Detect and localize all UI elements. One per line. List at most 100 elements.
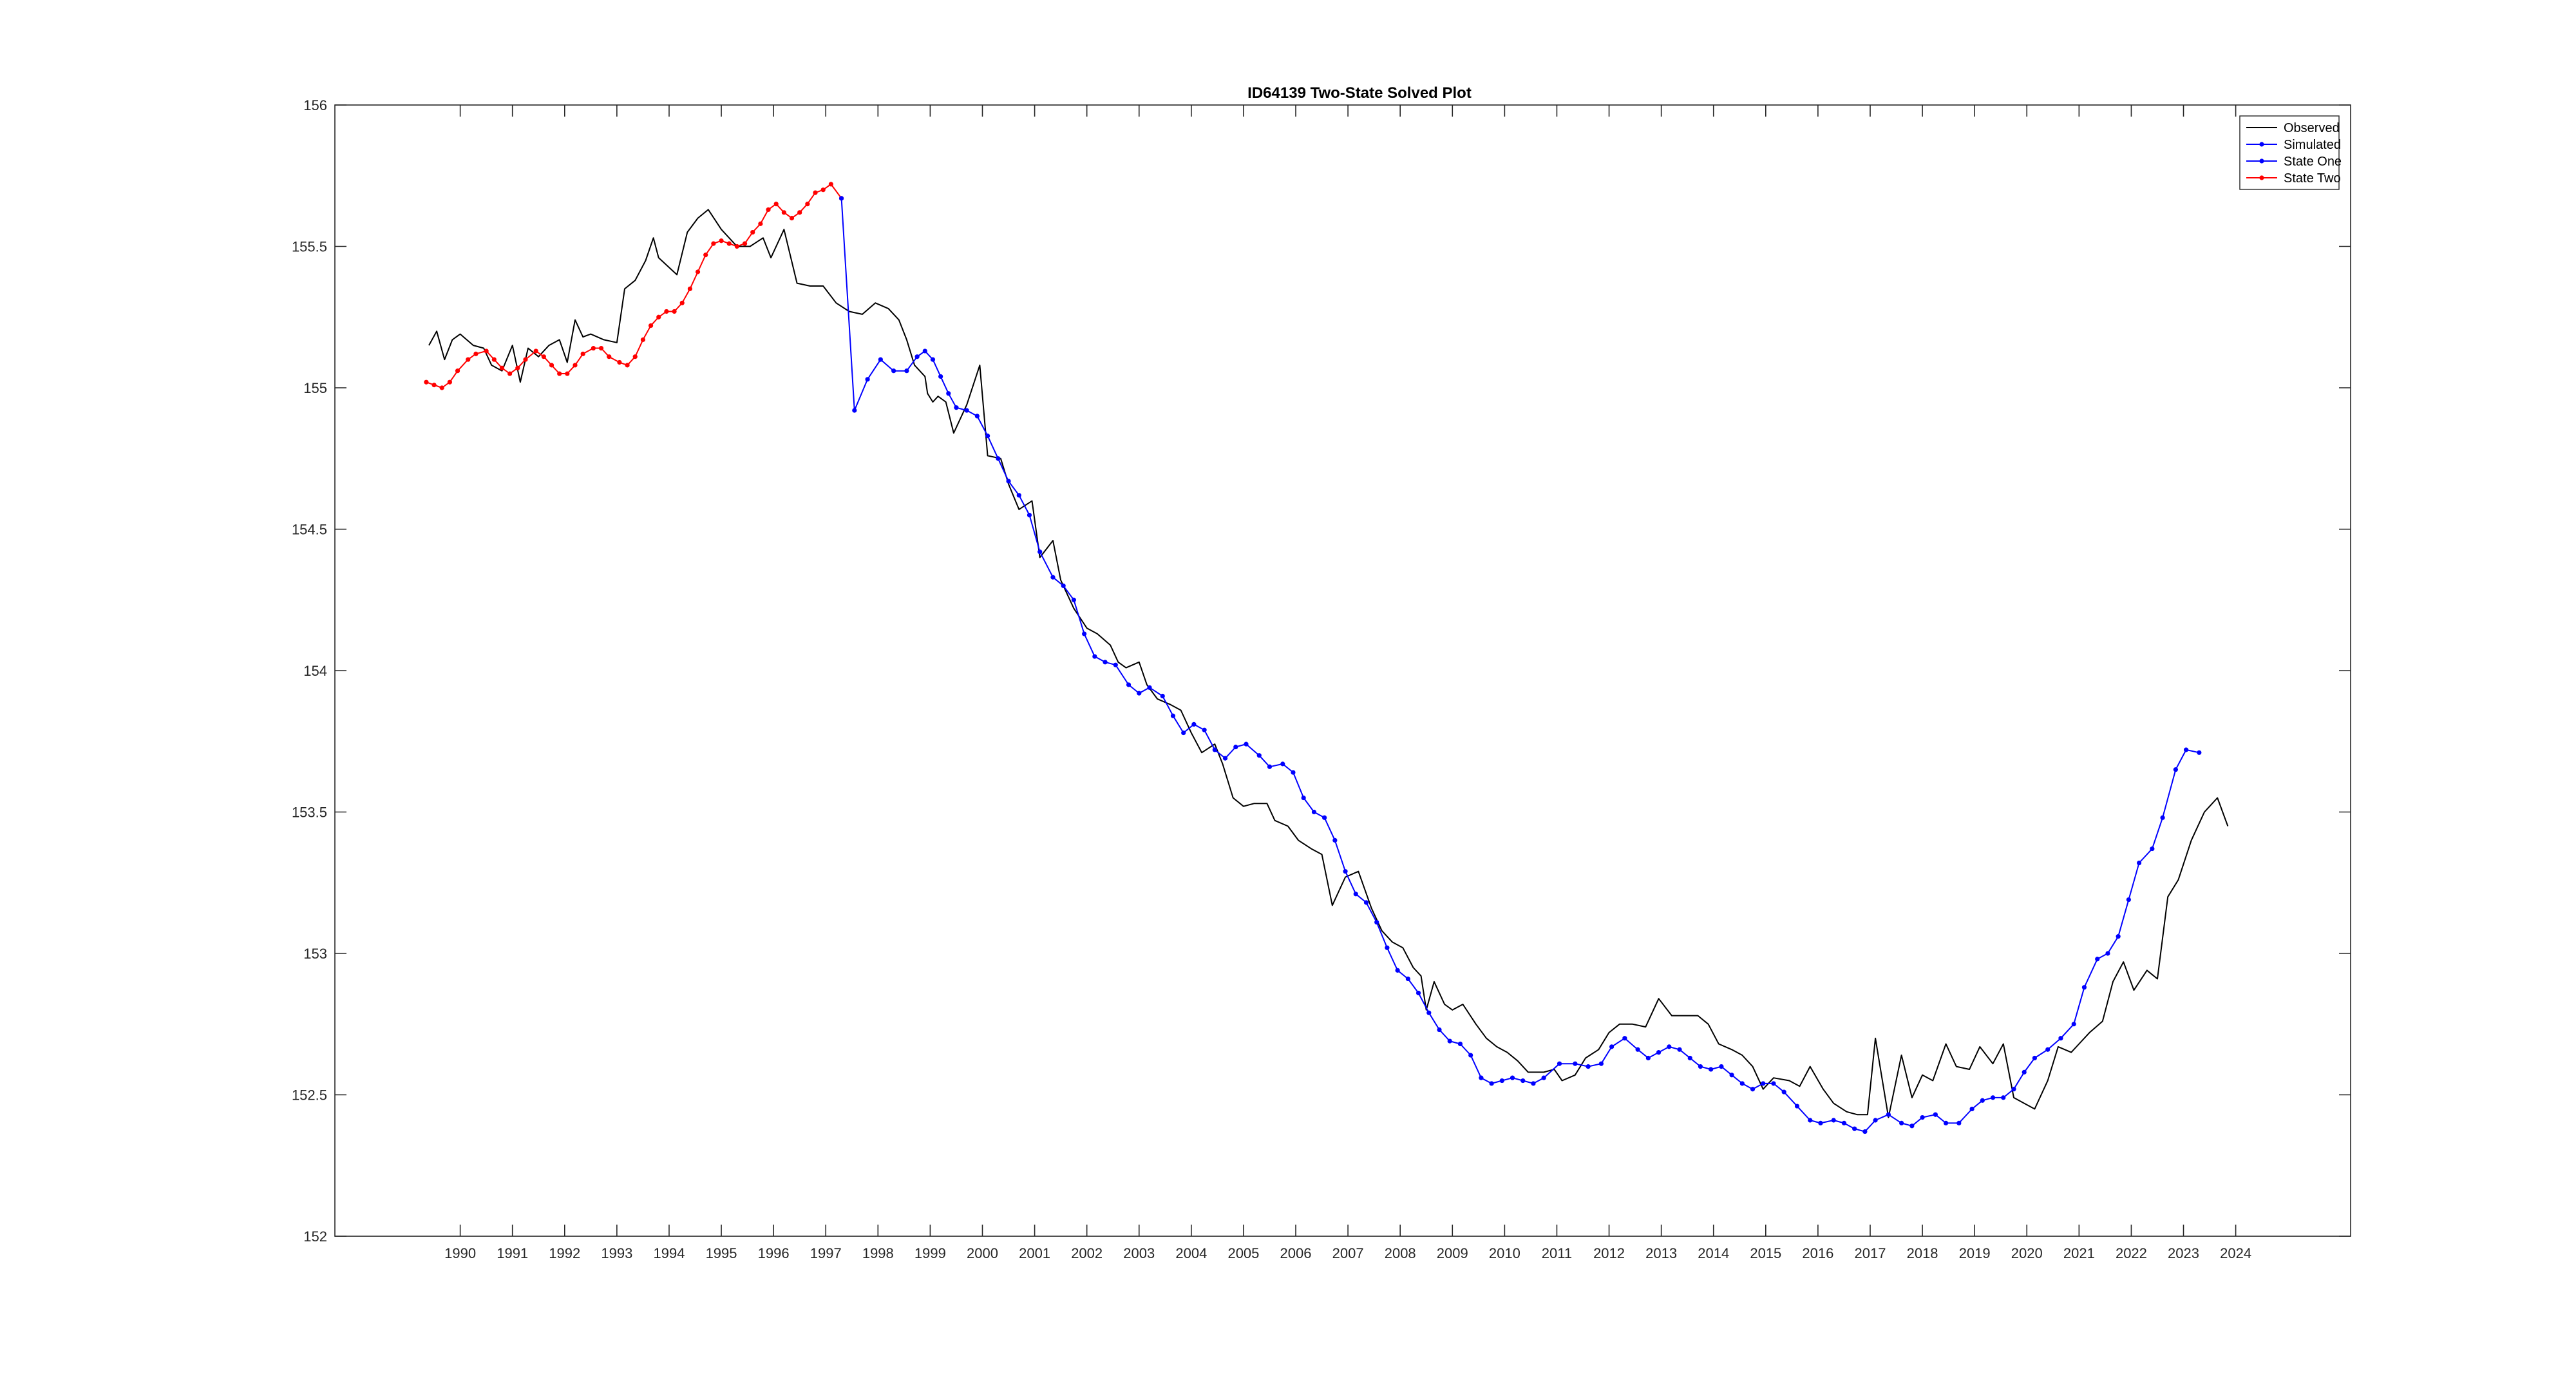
data-point-state-one: [1244, 741, 1249, 747]
x-tick-label: 2022: [2116, 1245, 2147, 1261]
legend-label: State One: [2284, 155, 2342, 169]
data-point-state-one: [1956, 1120, 1962, 1125]
data-point-state-one: [1437, 1027, 1442, 1033]
data-point-state-one: [2045, 1047, 2050, 1052]
data-point-state-one: [1426, 1010, 1432, 1015]
data-point-state-one: [1103, 660, 1108, 665]
data-point-state-two: [828, 182, 833, 187]
data-point-state-one: [914, 354, 920, 359]
data-point-state-one: [1761, 1081, 1766, 1086]
data-point-state-one: [1016, 493, 1021, 498]
data-point-state-two: [687, 286, 692, 291]
x-tick-label: 2001: [1019, 1245, 1050, 1261]
data-point-state-two: [820, 187, 826, 193]
legend: Observed Simulated State One State Two: [2239, 115, 2342, 190]
x-tick-label: 2023: [2168, 1245, 2199, 1261]
data-point-state-one: [1037, 549, 1043, 555]
data-point-state-two: [473, 351, 478, 356]
data-point-state-one: [1739, 1081, 1745, 1086]
data-point-state-one: [1677, 1047, 1682, 1052]
data-point-state-two: [515, 365, 520, 370]
data-point-state-two: [766, 207, 771, 213]
series-line-state-one: [840, 198, 2200, 1132]
legend-label: State Two: [2284, 171, 2341, 186]
y-tick-label: 152: [303, 1228, 327, 1245]
data-point-state-one: [2126, 897, 2131, 903]
x-tick-label: 2010: [1489, 1245, 1520, 1261]
x-tick-label: 2015: [1750, 1245, 1781, 1261]
x-tick-label: 2011: [1542, 1245, 1572, 1261]
data-point-state-one: [2022, 1069, 2027, 1075]
data-point-state-one: [1267, 764, 1273, 769]
data-point-state-one: [954, 405, 959, 410]
data-point-state-one: [1510, 1075, 1515, 1080]
data-point-state-one: [2116, 934, 2121, 939]
data-point-state-one: [878, 357, 883, 362]
data-point-state-two: [734, 244, 739, 249]
data-point-state-one: [1212, 747, 1217, 752]
data-point-state-one: [1353, 892, 1358, 897]
x-tick-label: 1994: [653, 1245, 685, 1261]
x-tick-label: 2000: [967, 1245, 998, 1261]
data-point-state-one: [938, 374, 943, 379]
data-point-state-one: [1489, 1081, 1494, 1086]
data-point-state-one: [2173, 767, 2178, 772]
data-point-state-one: [1191, 721, 1197, 727]
data-point-state-one: [1645, 1055, 1651, 1061]
data-point-state-two: [773, 202, 779, 207]
data-point-state-two: [750, 229, 755, 235]
data-point-state-one: [1667, 1044, 1672, 1049]
data-point-state-one: [1909, 1123, 1915, 1129]
data-point-state-one: [1852, 1126, 1857, 1131]
data-point-state-one: [2197, 750, 2202, 755]
x-tick-label: 2020: [2011, 1245, 2043, 1261]
data-point-state-two: [711, 241, 716, 246]
data-point-state-one: [1479, 1075, 1484, 1080]
data-point-state-one: [1374, 920, 1379, 925]
data-point-state-two: [703, 253, 708, 258]
data-point-state-two: [499, 365, 505, 370]
x-tick-label: 1995: [706, 1245, 737, 1261]
x-tick-label: 2018: [1907, 1245, 1938, 1261]
y-tick-label: 155.5: [292, 239, 327, 255]
data-point-state-one: [1750, 1087, 1756, 1092]
data-point-state-one: [1468, 1053, 1473, 1058]
data-point-state-one: [2058, 1036, 2063, 1041]
data-point-state-one: [1385, 945, 1390, 950]
data-point-state-one: [891, 368, 896, 374]
data-point-state-one: [1862, 1129, 1868, 1134]
x-tick-label: 2009: [1437, 1245, 1468, 1261]
data-point-state-one: [1301, 795, 1306, 801]
x-tick-label: 1999: [914, 1245, 946, 1261]
x-tick-label: 2008: [1385, 1245, 1416, 1261]
data-point-state-two: [466, 357, 471, 362]
y-tick-label: 152.5: [292, 1087, 327, 1104]
data-point-state-two: [541, 354, 546, 359]
data-point-state-one: [904, 368, 909, 374]
data-point-state-two: [617, 359, 622, 365]
data-point-state-two: [598, 345, 604, 351]
data-point-state-two: [648, 323, 654, 329]
data-point-state-one: [2136, 860, 2142, 866]
data-point-state-one: [1405, 976, 1410, 982]
x-tick-label: 1992: [549, 1245, 580, 1261]
data-point-state-one: [1395, 968, 1400, 973]
data-point-state-one: [1447, 1038, 1452, 1044]
data-point-state-one: [2011, 1087, 2016, 1092]
x-tick-label: 2019: [1959, 1245, 1991, 1261]
legend-label: Observed: [2284, 121, 2340, 135]
data-point-state-one: [1586, 1064, 1591, 1069]
data-point-state-one: [2095, 957, 2100, 962]
data-point-state-one: [1656, 1050, 1662, 1055]
data-point-state-two: [607, 354, 612, 359]
data-point-state-two: [484, 349, 489, 354]
x-tick-label: 2021: [2063, 1245, 2095, 1261]
data-point-state-one: [1609, 1044, 1615, 1049]
data-point-state-one: [985, 434, 990, 439]
data-point-state-one: [1557, 1061, 1562, 1066]
x-tick-label: 2002: [1071, 1245, 1103, 1261]
data-point-state-one: [1363, 900, 1369, 905]
legend-swatch-marker: [2259, 175, 2264, 180]
y-tick-label: 154.5: [292, 522, 327, 538]
